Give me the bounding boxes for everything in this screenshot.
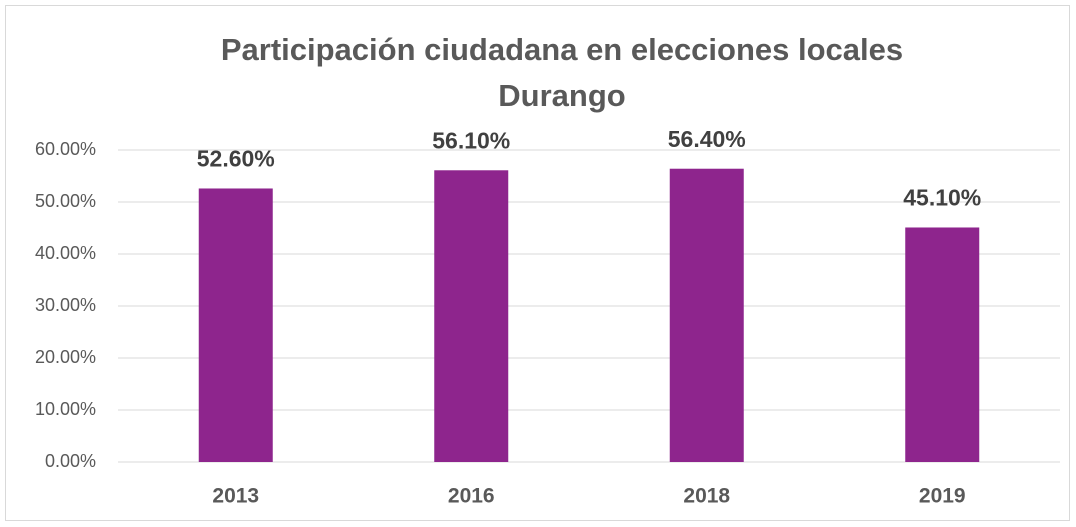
- chart-frame: [5, 5, 1070, 521]
- y-tick-label: 40.00%: [35, 243, 96, 263]
- chart-title: Participación ciudadana en elecciones lo…: [221, 32, 903, 67]
- x-tick-label: 2018: [683, 485, 730, 508]
- chart-title: Durango: [498, 78, 625, 113]
- bar: [669, 168, 744, 462]
- x-tick-label: 2013: [212, 485, 259, 508]
- bar: [198, 188, 273, 463]
- bar: [905, 227, 980, 462]
- bar: [434, 170, 509, 462]
- y-tick-label: 20.00%: [35, 347, 96, 367]
- y-tick-label: 0.00%: [45, 451, 96, 471]
- y-tick-label: 50.00%: [35, 191, 96, 211]
- data-label: 56.10%: [432, 127, 510, 153]
- data-label: 56.40%: [668, 126, 746, 152]
- x-tick-label: 2016: [448, 485, 495, 508]
- y-tick-label: 10.00%: [35, 399, 96, 419]
- x-tick-label: 2019: [919, 485, 966, 508]
- y-tick-label: 60.00%: [35, 139, 96, 159]
- y-tick-label: 30.00%: [35, 295, 96, 315]
- data-label: 52.60%: [197, 146, 275, 172]
- data-label: 45.10%: [903, 185, 981, 211]
